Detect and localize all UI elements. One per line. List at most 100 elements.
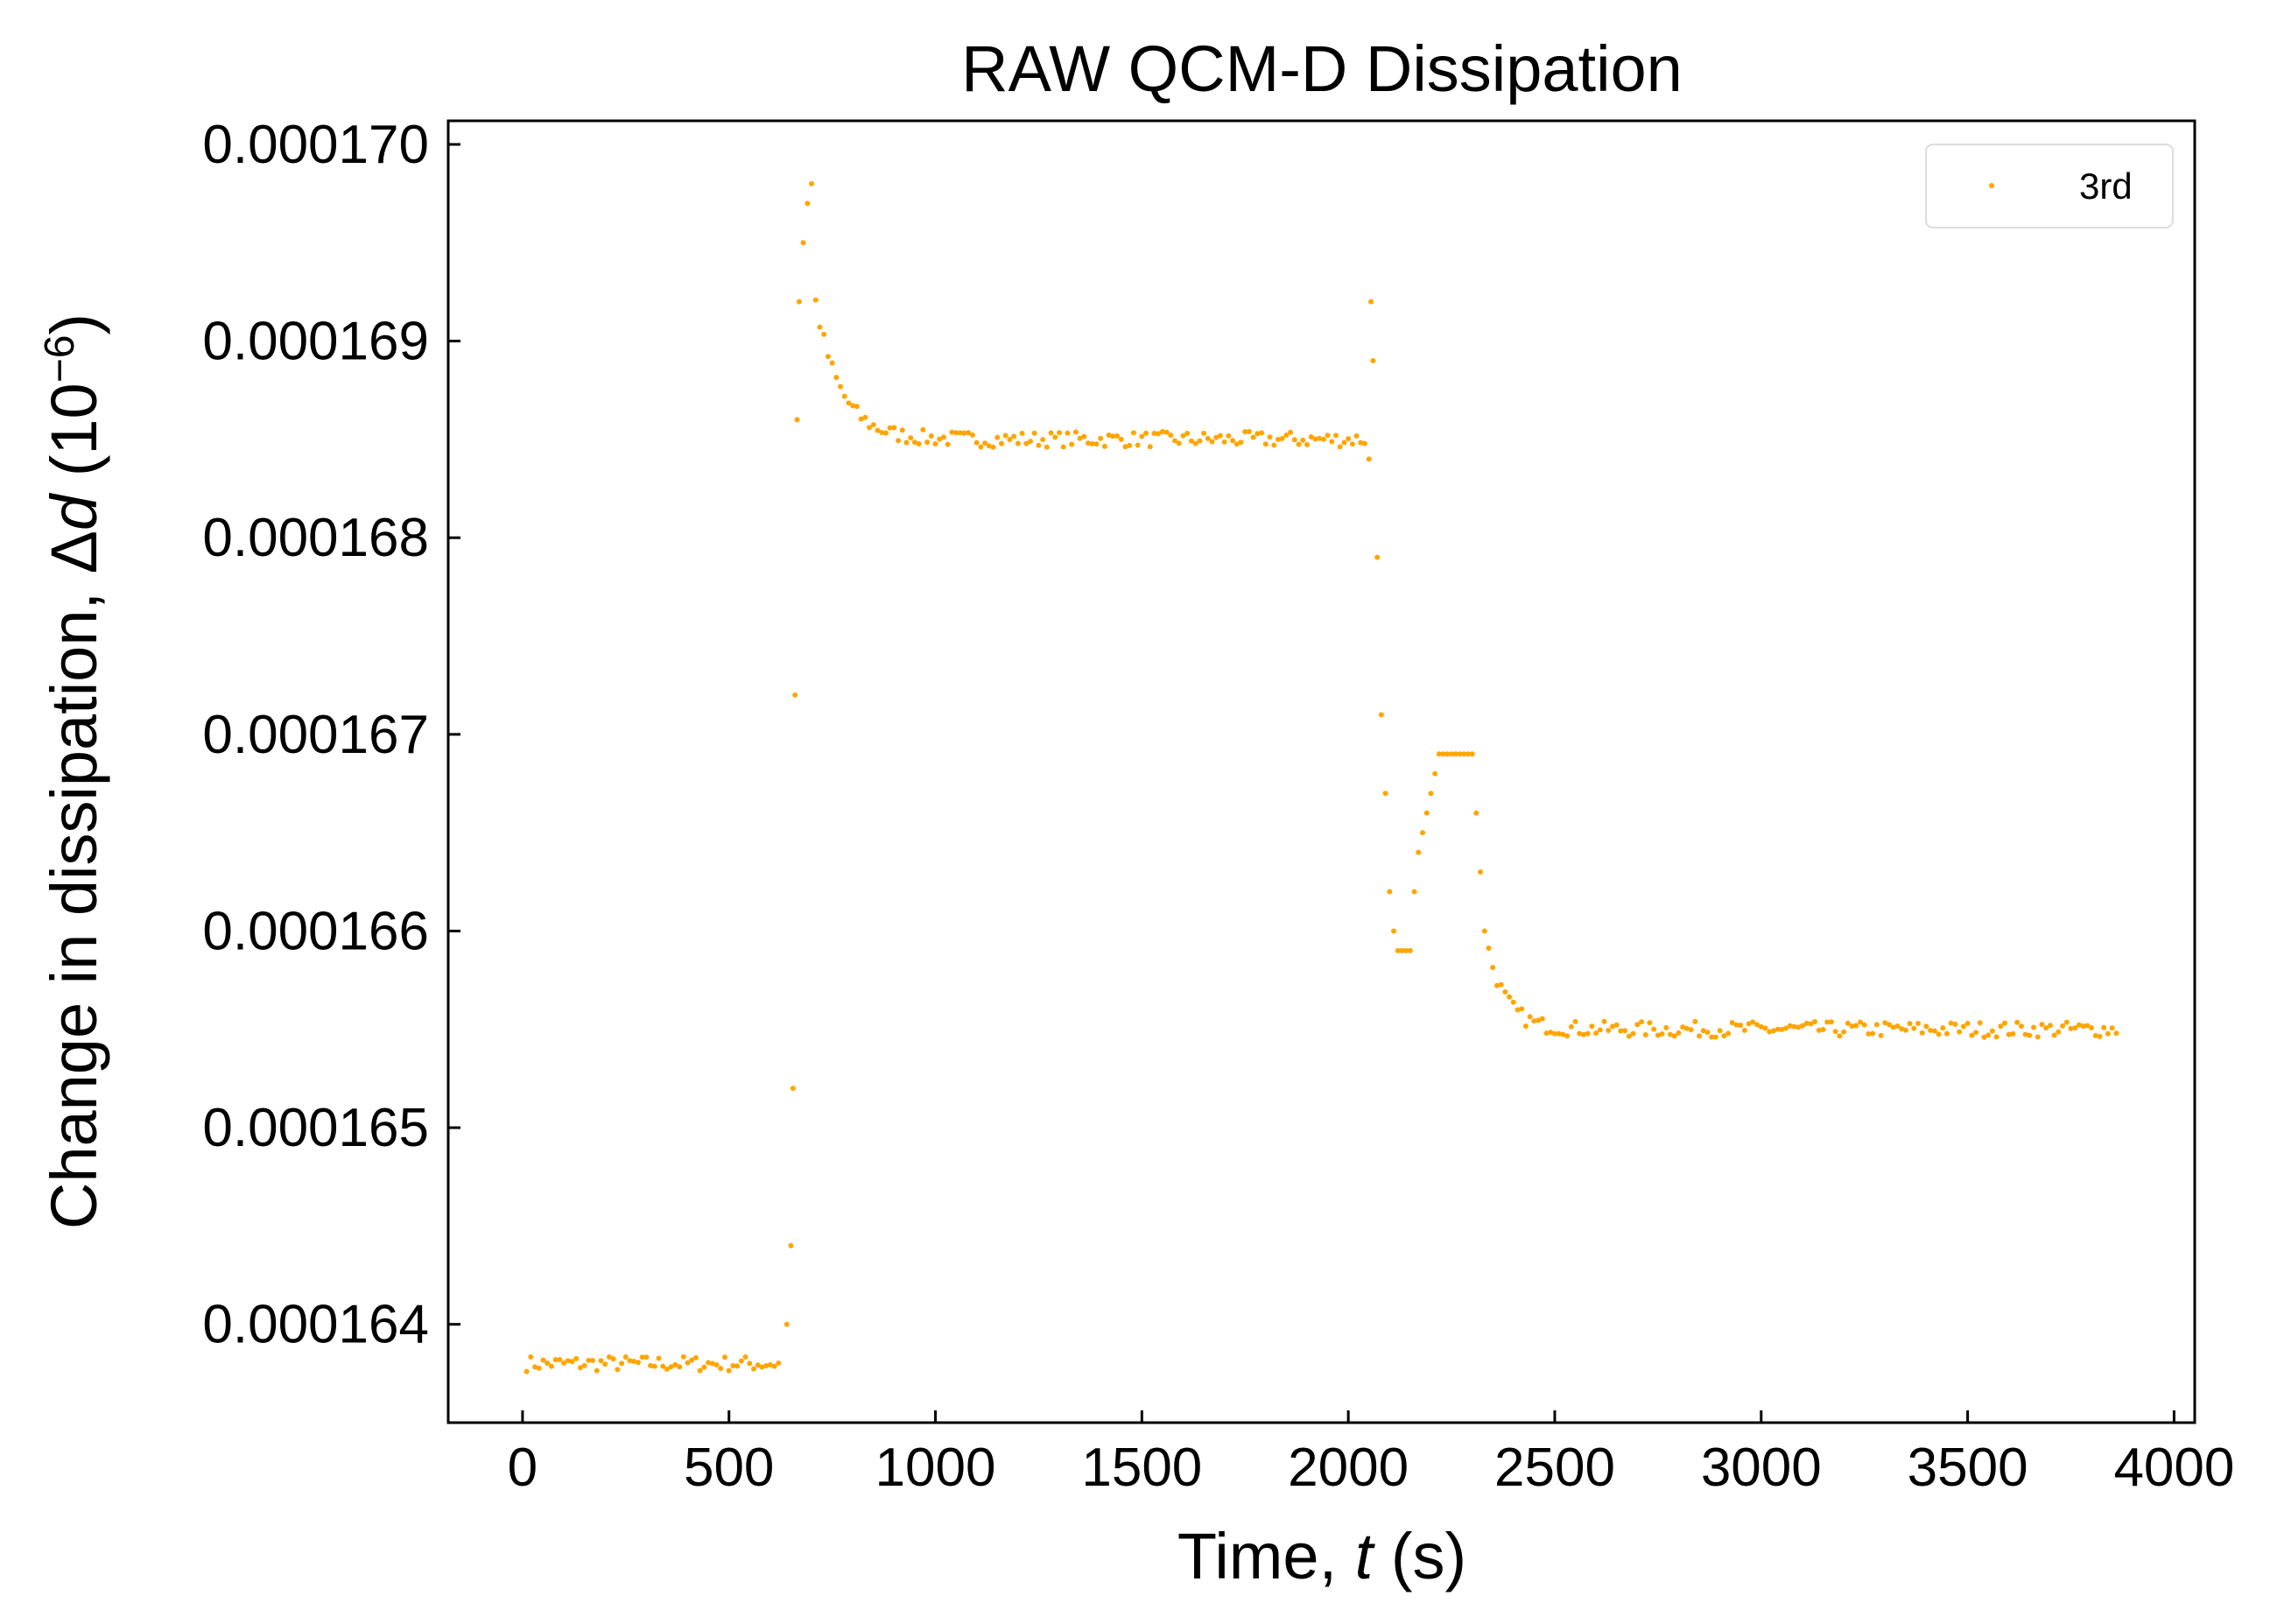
data-point xyxy=(1262,441,1269,447)
data-point xyxy=(1692,1018,1698,1024)
data-point xyxy=(685,1360,691,1366)
data-point xyxy=(1597,1027,1603,1033)
data-point xyxy=(1283,432,1290,439)
data-point xyxy=(1770,1028,1776,1034)
data-point xyxy=(1469,751,1475,757)
data-point xyxy=(598,1358,604,1364)
data-point xyxy=(606,1354,612,1360)
data-point xyxy=(648,1362,654,1368)
data-point xyxy=(1651,1026,1657,1032)
x-tick-label: 1000 xyxy=(875,1438,996,1498)
data-point xyxy=(1271,442,1277,448)
data-point xyxy=(742,1353,748,1360)
data-point xyxy=(1717,1028,1723,1034)
data-point xyxy=(1428,791,1434,797)
data-point xyxy=(545,1360,551,1367)
data-point xyxy=(776,1360,782,1367)
data-point xyxy=(1985,1032,1992,1038)
data-point xyxy=(1028,439,1033,445)
data-point xyxy=(1655,1032,1661,1038)
data-point xyxy=(1337,444,1343,450)
data-point xyxy=(1989,1028,1995,1034)
data-point xyxy=(718,1366,724,1372)
y-axis-ticks: 0.000164 0.000165 0.000166 0.000167 0.000168… xyxy=(202,115,460,1355)
data-point xyxy=(800,240,806,246)
data-point xyxy=(1791,1023,1797,1030)
data-point xyxy=(1741,1027,1747,1033)
data-point xyxy=(1048,430,1054,436)
data-point xyxy=(692,1354,699,1360)
data-point xyxy=(1349,441,1355,447)
data-point xyxy=(1531,1018,1537,1024)
data-point xyxy=(1613,1022,1620,1028)
data-point xyxy=(1849,1023,1855,1030)
data-point xyxy=(2031,1024,2037,1030)
data-point xyxy=(1940,1025,1946,1031)
data-point xyxy=(569,1359,575,1365)
data-point xyxy=(1663,1024,1669,1030)
data-point xyxy=(1411,889,1417,895)
data-point xyxy=(1775,1026,1781,1032)
data-point xyxy=(586,1357,592,1363)
data-point xyxy=(790,1086,796,1092)
data-point xyxy=(713,1362,720,1368)
data-point xyxy=(1242,429,1248,435)
data-point xyxy=(1325,432,1331,439)
data-point xyxy=(552,1357,559,1363)
data-point xyxy=(1490,965,1496,971)
y-tick-label: 0.000167 xyxy=(202,705,429,765)
data-point xyxy=(668,1364,674,1370)
data-point xyxy=(1803,1020,1810,1026)
data-point xyxy=(561,1360,567,1366)
data-point xyxy=(677,1364,683,1370)
data-point xyxy=(660,1363,666,1369)
data-point xyxy=(998,440,1004,446)
data-point xyxy=(1878,1032,1884,1038)
data-point xyxy=(1333,432,1339,439)
data-point xyxy=(1317,435,1323,441)
data-point xyxy=(1841,1029,1847,1035)
data-point xyxy=(809,180,815,186)
data-point xyxy=(978,444,984,450)
data-point xyxy=(1308,433,1314,439)
data-point xyxy=(1746,1021,1752,1027)
legend: 3rd xyxy=(1925,144,2174,228)
data-point xyxy=(771,1363,777,1369)
data-point xyxy=(1031,430,1037,436)
data-point xyxy=(532,1364,538,1370)
data-point xyxy=(1353,432,1360,439)
data-point xyxy=(896,438,902,444)
data-point xyxy=(1551,1030,1557,1037)
data-point xyxy=(2047,1023,2053,1029)
data-point xyxy=(2076,1022,2082,1028)
y-tick-label: 0.000170 xyxy=(202,115,429,175)
data-point xyxy=(1288,429,1294,435)
data-point xyxy=(1172,438,1178,444)
data-point xyxy=(973,439,980,446)
data-point xyxy=(1213,434,1219,440)
data-point xyxy=(1106,432,1112,439)
data-point xyxy=(1368,299,1374,305)
data-point xyxy=(1630,1030,1636,1037)
data-point xyxy=(1944,1030,1950,1037)
data-point xyxy=(1712,1034,1718,1040)
data-point xyxy=(651,1363,657,1369)
data-point xyxy=(1527,1014,1533,1020)
data-point xyxy=(1101,443,1107,449)
data-point xyxy=(755,1362,761,1368)
data-point xyxy=(1683,1025,1690,1031)
y-axis-title: Change in dissipation, Δd (10−6) xyxy=(37,313,111,1229)
data-point xyxy=(1572,1018,1578,1024)
data-point xyxy=(1399,947,1405,953)
data-point xyxy=(1205,435,1211,441)
data-point xyxy=(747,1360,753,1367)
data-point xyxy=(1163,429,1170,435)
data-point xyxy=(1221,439,1227,445)
data-point xyxy=(924,439,931,446)
data-point xyxy=(540,1357,546,1363)
data-point xyxy=(788,1242,794,1248)
data-point xyxy=(1011,433,1017,439)
data-point xyxy=(1539,1016,1545,1022)
data-point xyxy=(1238,439,1244,446)
data-point xyxy=(1853,1023,1859,1029)
